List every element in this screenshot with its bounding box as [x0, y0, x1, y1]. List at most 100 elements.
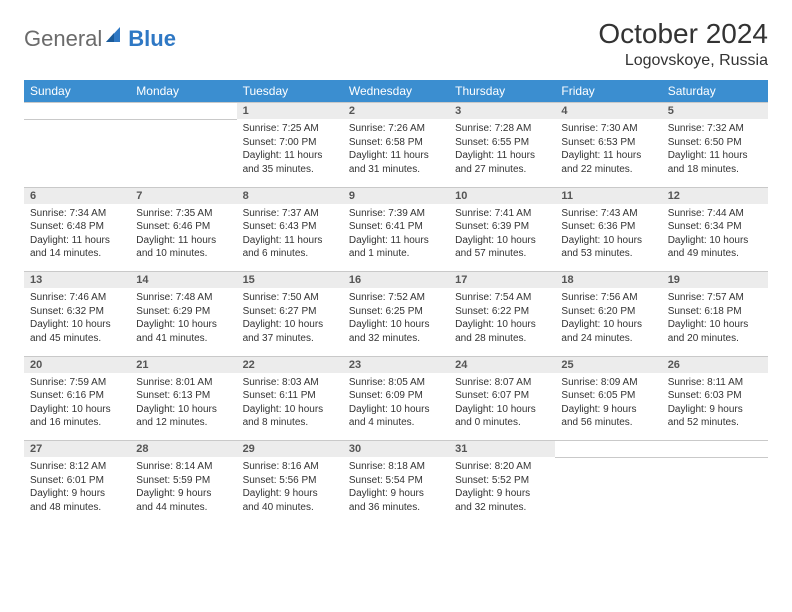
location: Logovskoye, Russia — [598, 52, 768, 70]
day-content-cell: Sunrise: 8:18 AMSunset: 5:54 PMDaylight:… — [343, 457, 449, 525]
day-content-cell: Sunrise: 8:20 AMSunset: 5:52 PMDaylight:… — [449, 457, 555, 525]
sunrise-line: Sunrise: 7:39 AM — [349, 207, 443, 221]
sunrise-line: Sunrise: 8:18 AM — [349, 460, 443, 474]
sunrise-line: Sunrise: 7:25 AM — [243, 122, 337, 136]
day-number-cell — [555, 441, 661, 458]
day-content-cell: Sunrise: 7:32 AMSunset: 6:50 PMDaylight:… — [662, 119, 768, 187]
day-content-cell: Sunrise: 7:56 AMSunset: 6:20 PMDaylight:… — [555, 288, 661, 356]
daylight-line: Daylight: 9 hours and 40 minutes. — [243, 487, 337, 514]
sunset-line: Sunset: 7:00 PM — [243, 136, 337, 150]
day-content-cell: Sunrise: 7:57 AMSunset: 6:18 PMDaylight:… — [662, 288, 768, 356]
day-number-cell: 30 — [343, 441, 449, 458]
sunset-line: Sunset: 6:09 PM — [349, 389, 443, 403]
daylight-line: Daylight: 10 hours and 28 minutes. — [455, 318, 549, 345]
month-title: October 2024 — [598, 18, 768, 50]
logo: General Blue — [24, 26, 176, 52]
day-content-cell: Sunrise: 8:07 AMSunset: 6:07 PMDaylight:… — [449, 373, 555, 441]
day-content-cell: Sunrise: 7:41 AMSunset: 6:39 PMDaylight:… — [449, 204, 555, 272]
day-content-cell: Sunrise: 8:05 AMSunset: 6:09 PMDaylight:… — [343, 373, 449, 441]
day-number-cell: 2 — [343, 103, 449, 120]
day-number-cell — [662, 441, 768, 458]
daylight-line: Daylight: 9 hours and 44 minutes. — [136, 487, 230, 514]
sunset-line: Sunset: 6:18 PM — [668, 305, 762, 319]
day-content-row: Sunrise: 7:34 AMSunset: 6:48 PMDaylight:… — [24, 204, 768, 272]
day-content-row: Sunrise: 8:12 AMSunset: 6:01 PMDaylight:… — [24, 457, 768, 525]
day-number-cell: 6 — [24, 187, 130, 204]
day-number-cell: 4 — [555, 103, 661, 120]
daylight-line: Daylight: 10 hours and 49 minutes. — [668, 234, 762, 261]
sunrise-line: Sunrise: 7:57 AM — [668, 291, 762, 305]
sunrise-line: Sunrise: 8:01 AM — [136, 376, 230, 390]
day-content-cell: Sunrise: 7:25 AMSunset: 7:00 PMDaylight:… — [237, 119, 343, 187]
daylight-line: Daylight: 9 hours and 36 minutes. — [349, 487, 443, 514]
day-number-cell: 29 — [237, 441, 343, 458]
day-content-cell: Sunrise: 7:30 AMSunset: 6:53 PMDaylight:… — [555, 119, 661, 187]
sunset-line: Sunset: 6:55 PM — [455, 136, 549, 150]
sunrise-line: Sunrise: 7:50 AM — [243, 291, 337, 305]
daylight-line: Daylight: 10 hours and 16 minutes. — [30, 403, 124, 430]
daylight-line: Daylight: 9 hours and 56 minutes. — [561, 403, 655, 430]
day-content-cell: Sunrise: 7:59 AMSunset: 6:16 PMDaylight:… — [24, 373, 130, 441]
calendar-body: 12345Sunrise: 7:25 AMSunset: 7:00 PMDayl… — [24, 103, 768, 526]
sunrise-line: Sunrise: 7:48 AM — [136, 291, 230, 305]
sunset-line: Sunset: 6:43 PM — [243, 220, 337, 234]
day-number-cell: 15 — [237, 272, 343, 289]
day-number-cell: 27 — [24, 441, 130, 458]
day-number-row: 2728293031 — [24, 441, 768, 458]
sunrise-line: Sunrise: 7:54 AM — [455, 291, 549, 305]
daylight-line: Daylight: 10 hours and 0 minutes. — [455, 403, 549, 430]
sunset-line: Sunset: 5:56 PM — [243, 474, 337, 488]
day-content-cell — [24, 119, 130, 187]
daylight-line: Daylight: 11 hours and 18 minutes. — [668, 149, 762, 176]
sunset-line: Sunset: 6:05 PM — [561, 389, 655, 403]
sunset-line: Sunset: 6:36 PM — [561, 220, 655, 234]
day-number-cell: 16 — [343, 272, 449, 289]
day-number-cell: 14 — [130, 272, 236, 289]
daylight-line: Daylight: 11 hours and 6 minutes. — [243, 234, 337, 261]
header: General Blue October 2024 Logovskoye, Ru… — [24, 18, 768, 70]
sunset-line: Sunset: 6:13 PM — [136, 389, 230, 403]
daylight-line: Daylight: 9 hours and 32 minutes. — [455, 487, 549, 514]
weekday-header: Wednesday — [343, 80, 449, 103]
day-number-cell: 7 — [130, 187, 236, 204]
day-content-cell: Sunrise: 8:09 AMSunset: 6:05 PMDaylight:… — [555, 373, 661, 441]
day-content-cell: Sunrise: 7:28 AMSunset: 6:55 PMDaylight:… — [449, 119, 555, 187]
day-content-cell: Sunrise: 7:35 AMSunset: 6:46 PMDaylight:… — [130, 204, 236, 272]
weekday-header: Saturday — [662, 80, 768, 103]
sunrise-line: Sunrise: 8:03 AM — [243, 376, 337, 390]
daylight-line: Daylight: 11 hours and 31 minutes. — [349, 149, 443, 176]
day-number-cell: 17 — [449, 272, 555, 289]
sunrise-line: Sunrise: 8:14 AM — [136, 460, 230, 474]
day-number-cell: 31 — [449, 441, 555, 458]
daylight-line: Daylight: 10 hours and 45 minutes. — [30, 318, 124, 345]
day-number-cell: 5 — [662, 103, 768, 120]
sunrise-line: Sunrise: 7:28 AM — [455, 122, 549, 136]
daylight-line: Daylight: 10 hours and 53 minutes. — [561, 234, 655, 261]
day-content-cell: Sunrise: 7:46 AMSunset: 6:32 PMDaylight:… — [24, 288, 130, 356]
day-content-cell: Sunrise: 8:12 AMSunset: 6:01 PMDaylight:… — [24, 457, 130, 525]
day-content-cell: Sunrise: 8:03 AMSunset: 6:11 PMDaylight:… — [237, 373, 343, 441]
daylight-line: Daylight: 11 hours and 14 minutes. — [30, 234, 124, 261]
sunset-line: Sunset: 6:20 PM — [561, 305, 655, 319]
sunset-line: Sunset: 6:29 PM — [136, 305, 230, 319]
title-block: October 2024 Logovskoye, Russia — [598, 18, 768, 70]
day-number-cell: 19 — [662, 272, 768, 289]
weekday-header: Monday — [130, 80, 236, 103]
sunrise-line: Sunrise: 8:12 AM — [30, 460, 124, 474]
sunset-line: Sunset: 6:50 PM — [668, 136, 762, 150]
daylight-line: Daylight: 10 hours and 4 minutes. — [349, 403, 443, 430]
sunrise-line: Sunrise: 8:05 AM — [349, 376, 443, 390]
sunset-line: Sunset: 6:46 PM — [136, 220, 230, 234]
sunset-line: Sunset: 6:11 PM — [243, 389, 337, 403]
daylight-line: Daylight: 10 hours and 32 minutes. — [349, 318, 443, 345]
day-number-cell: 23 — [343, 356, 449, 373]
day-number-cell: 26 — [662, 356, 768, 373]
sunrise-line: Sunrise: 7:26 AM — [349, 122, 443, 136]
daylight-line: Daylight: 11 hours and 27 minutes. — [455, 149, 549, 176]
sunset-line: Sunset: 6:34 PM — [668, 220, 762, 234]
sunset-line: Sunset: 5:52 PM — [455, 474, 549, 488]
daylight-line: Daylight: 11 hours and 1 minute. — [349, 234, 443, 261]
sunrise-line: Sunrise: 8:09 AM — [561, 376, 655, 390]
sunrise-line: Sunrise: 8:11 AM — [668, 376, 762, 390]
day-content-cell: Sunrise: 8:01 AMSunset: 6:13 PMDaylight:… — [130, 373, 236, 441]
